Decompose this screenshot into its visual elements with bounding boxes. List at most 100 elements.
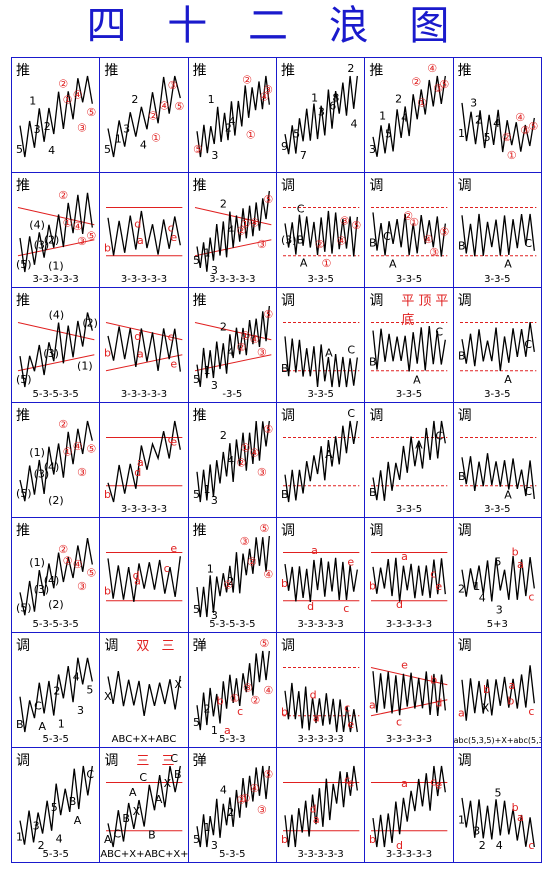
- cell-structure-label: ABC+X+ABC+X+ABC: [100, 849, 189, 860]
- wave-mark: 5: [193, 254, 200, 267]
- wave-cell: B A C 调 平顶平底 3-3-5: [364, 287, 454, 403]
- wave-cell: (5) (3) (1) (2) (4) ① ② ③ ④ ⑤ 推: [11, 402, 101, 518]
- wave-mark: B: [148, 829, 156, 842]
- wave-mark: b: [511, 801, 518, 814]
- cell-type-label: 推: [192, 523, 207, 539]
- guide-line-lower: [17, 239, 95, 257]
- wave-mark: 1: [203, 483, 210, 496]
- wave-mark: 3: [211, 149, 218, 162]
- wave-mark: c: [431, 775, 437, 788]
- wave-line: [461, 213, 535, 257]
- cell-structure-label: 5-3-5: [42, 734, 69, 745]
- cell-structure-label: 3-3-5: [307, 389, 334, 400]
- wave-mark: ③: [243, 682, 253, 695]
- wave-mark: a: [311, 544, 318, 557]
- cell-type-label: 推: [369, 63, 384, 79]
- wave-mark: 4: [227, 223, 234, 236]
- wave-mark: (5): [16, 258, 32, 271]
- wave-mark: ②: [58, 418, 68, 431]
- wave-mark: 2: [227, 806, 234, 819]
- wave-mark: A: [413, 373, 421, 386]
- wave-mark: ⑤: [86, 567, 96, 580]
- wave-mark: (3): [34, 583, 50, 596]
- wave-mark: ⑤: [263, 768, 273, 781]
- wave-mark: ⑤: [193, 143, 203, 156]
- wave-mark: ⑤: [263, 308, 273, 321]
- wave-mark: e: [401, 659, 408, 672]
- wave-mark: 3: [369, 143, 376, 156]
- wave-mark: b: [507, 695, 514, 708]
- wave-mark: b: [216, 695, 223, 708]
- cell-structure-label: 5-3-5-3-5: [32, 389, 79, 400]
- wave-mark: 1: [379, 109, 386, 122]
- cell-structure-label: 3-3-3-3-3: [120, 389, 168, 400]
- wave-line: [19, 657, 93, 733]
- cell-structure-label: -3-5: [222, 389, 243, 400]
- wave-mark: B: [16, 718, 24, 731]
- wave-mark: e: [171, 436, 178, 449]
- wave-drawing: 35 1 4 2 ① ②③ ④⑤: [369, 62, 450, 157]
- wave-mark: 3: [211, 264, 218, 277]
- wave-mark: 1: [203, 821, 210, 834]
- wave-mark: ①: [322, 257, 332, 270]
- wave-mark: ①: [409, 216, 419, 229]
- wave-mark: c: [396, 715, 402, 728]
- wave-mark: 3: [470, 96, 477, 109]
- wave-line: [196, 650, 270, 731]
- wave-mark: (2): [48, 494, 64, 507]
- wave-mark: ①: [240, 792, 250, 805]
- cell-structure-label: 3-3-5: [484, 274, 511, 285]
- wave-cell: B A C ① ② ③ ④ ⑤ 调 3-3-5: [364, 172, 454, 288]
- wave-mark: 6: [329, 100, 336, 113]
- wave-mark: 2: [395, 92, 402, 105]
- wave-mark: a: [508, 679, 515, 692]
- wave-mark: ④: [73, 220, 83, 233]
- wave-mark: ②: [250, 694, 260, 707]
- wave-mark: ①: [63, 445, 73, 458]
- cell-type-label: 推: [16, 293, 30, 309]
- wave-mark: d: [135, 466, 142, 479]
- cell-type-label: 调: [457, 293, 472, 309]
- wave-line: [107, 670, 182, 717]
- wave-mark: a: [369, 699, 376, 712]
- cell-type-label: 推: [192, 293, 207, 309]
- cell-type-label: 调: [281, 638, 295, 654]
- wave-drawing: b da ce: [104, 542, 183, 602]
- cell-type-label: 推: [16, 523, 30, 539]
- cell-structure-label: 3-3-3-3-3: [120, 274, 168, 285]
- wave-mark: ①: [506, 149, 516, 162]
- wave-mark: ④: [160, 100, 170, 113]
- wave-mark: b: [369, 580, 376, 593]
- wave-line: [284, 336, 358, 388]
- wave-line: [461, 555, 535, 602]
- wave-mark: ①: [240, 441, 250, 454]
- wave-mark: A: [74, 814, 82, 827]
- cell-type-label: 调: [281, 408, 295, 424]
- wave-line: [461, 322, 535, 371]
- wave-mark: ⑤: [351, 219, 361, 232]
- wave-mark: a: [517, 811, 524, 824]
- wave-mark: ④: [73, 558, 83, 571]
- wave-mark: 5: [104, 143, 111, 156]
- wave-line: [19, 538, 93, 616]
- wave-mark: 1: [207, 93, 214, 106]
- wave-mark: 1: [473, 580, 480, 593]
- wave-cell: 5 1 2 a b c ① ② ③ ④ ⑤ 弹 5-3-3: [187, 632, 277, 748]
- wave-mark: c: [344, 773, 350, 786]
- wave-mark: 2: [53, 684, 60, 697]
- wave-mark: ②: [501, 131, 511, 144]
- cell-structure-label: 3-3-5: [395, 274, 423, 285]
- cell-type-label: 调: [457, 523, 472, 539]
- wave-mark: 3: [211, 379, 218, 392]
- wave-drawing: (3)B A C ① ② ③ ④⑤: [281, 202, 361, 270]
- wave-mark: e: [347, 776, 354, 789]
- wave-mark: 1: [203, 247, 210, 260]
- wave-mark: b: [104, 585, 111, 598]
- cell-subtitle: 双 三: [136, 639, 179, 654]
- wave-mark: 4: [227, 345, 234, 358]
